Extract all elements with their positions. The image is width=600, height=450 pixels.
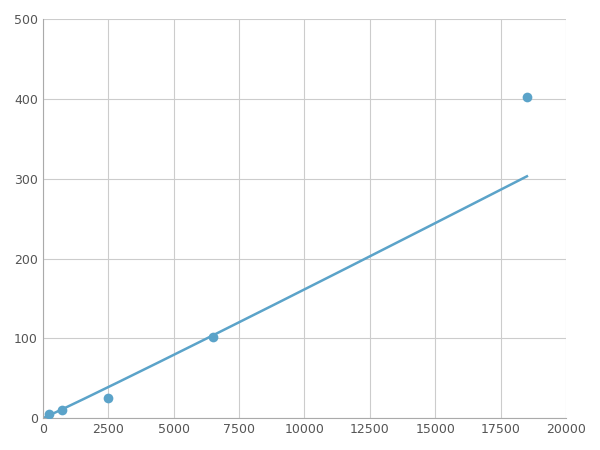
Point bbox=[208, 333, 218, 340]
Point bbox=[58, 407, 67, 414]
Point bbox=[103, 395, 113, 402]
Point bbox=[44, 411, 54, 418]
Point bbox=[522, 94, 532, 101]
